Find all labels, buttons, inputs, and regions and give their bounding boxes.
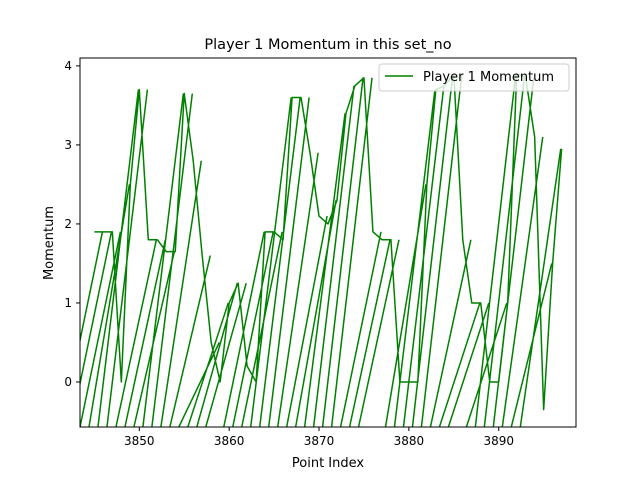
legend: Player 1 Momentum xyxy=(378,63,570,92)
y-tick-label: 2 xyxy=(64,217,72,231)
y-tick-label: 4 xyxy=(64,59,72,73)
x-axis: 3850 3860 3870 3880 3890 xyxy=(124,427,514,448)
y-tick-label: 1 xyxy=(64,296,72,310)
x-tick-label: 3870 xyxy=(304,434,335,448)
plot-frame xyxy=(79,57,577,428)
series-line-player-1-momentum xyxy=(80,73,563,427)
y-tick-label: 3 xyxy=(64,138,72,152)
x-tick-label: 3850 xyxy=(124,434,155,448)
x-tick-label: 3880 xyxy=(394,434,425,448)
x-axis-label: Point Index xyxy=(292,456,365,471)
legend-box xyxy=(378,63,570,92)
plot-area xyxy=(79,57,577,428)
y-axis: 0 1 2 3 4 xyxy=(64,59,80,389)
legend-label: Player 1 Momentum xyxy=(423,70,554,85)
y-axis-label: Momentum xyxy=(42,206,57,280)
y-tick-label: 0 xyxy=(64,375,72,389)
chart-title: Player 1 Momentum in this set_no xyxy=(204,37,451,53)
x-tick-label: 3860 xyxy=(214,434,245,448)
x-tick-label: 3890 xyxy=(483,434,514,448)
